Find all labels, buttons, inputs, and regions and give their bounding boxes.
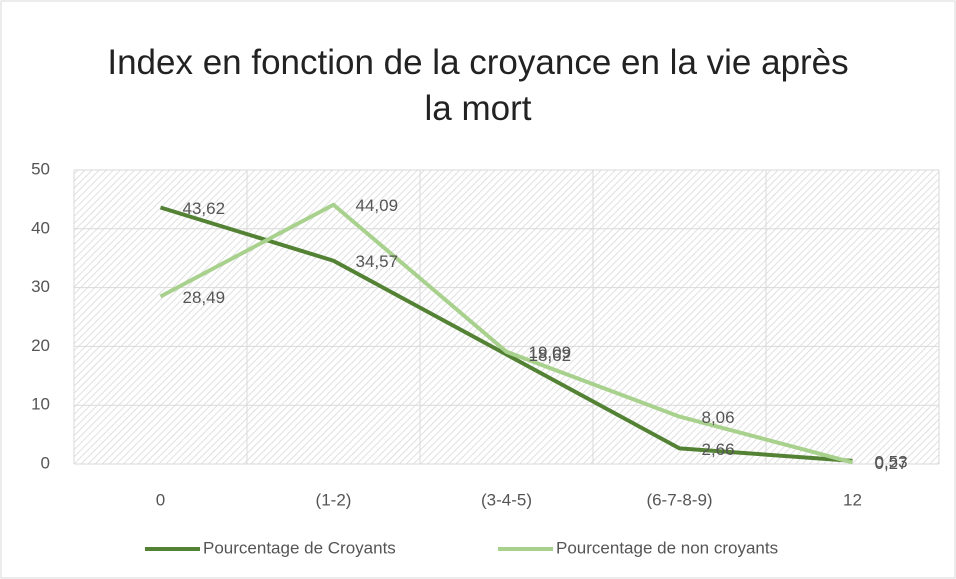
y-tick-label: 30 [31, 277, 50, 296]
data-label: 44,09 [356, 196, 399, 215]
chart-title: Index en fonction de la croyance en la v… [107, 43, 849, 128]
legend-label: Pourcentage de Croyants [203, 538, 396, 557]
plot-area [74, 170, 939, 464]
series-line [159, 202, 854, 465]
data-label: 28,49 [183, 288, 226, 307]
x-tick-label: 0 [156, 490, 165, 509]
data-label: 0,53 [875, 452, 908, 471]
y-tick-label: 40 [31, 218, 50, 237]
data-label: 0,27 [875, 454, 908, 473]
x-tick-label: 12 [843, 490, 862, 509]
series-line [159, 205, 853, 463]
data-label: 18,62 [529, 346, 572, 365]
data-label: 19,09 [529, 343, 572, 362]
data-label: 8,06 [702, 408, 735, 427]
y-tick-label: 10 [31, 395, 50, 414]
legend-label: Pourcentage de non croyants [556, 538, 778, 557]
x-tick-label: (6-7-8-9) [646, 490, 712, 509]
x-tick-label: (3-4-5) [481, 490, 532, 509]
x-tick-label: (1-2) [316, 490, 352, 509]
y-tick-label: 50 [31, 159, 50, 178]
data-label: 34,57 [356, 252, 399, 271]
y-tick-label: 0 [41, 453, 50, 472]
data-label: 2,66 [702, 440, 735, 459]
data-label: 43,62 [183, 199, 226, 218]
y-tick-label: 20 [31, 336, 50, 355]
